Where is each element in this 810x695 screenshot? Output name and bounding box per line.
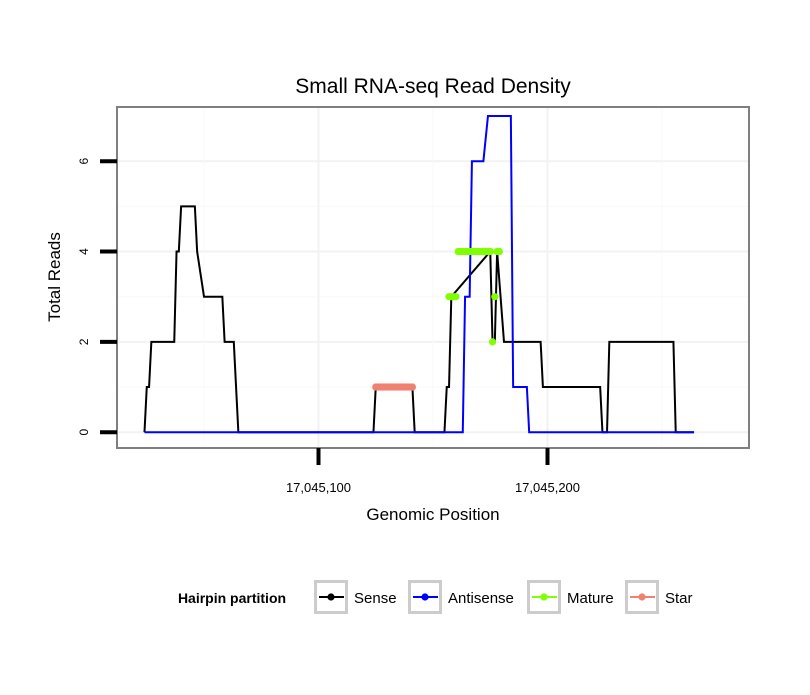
y-tick-label: 0 xyxy=(77,429,91,436)
legend-label: Star xyxy=(665,590,693,607)
data-point-mature xyxy=(488,338,497,346)
legend-item-antisense: Antisense xyxy=(408,580,514,614)
legend-key-point xyxy=(421,593,429,601)
axes: 0 2 4 6 17,045,100 17,045,200 xyxy=(77,158,580,495)
data-point-mature xyxy=(486,247,494,256)
legend-item-sense: Sense xyxy=(314,580,397,614)
y-tick-label: 6 xyxy=(77,158,91,165)
series-mature xyxy=(445,247,504,346)
legend-item-mature: Mature xyxy=(527,580,614,614)
x-tick-label: 17,045,200 xyxy=(515,480,580,495)
legend-title: Hairpin partition xyxy=(178,590,286,606)
plot-content xyxy=(143,115,695,434)
legend-label: Sense xyxy=(354,590,397,607)
data-point-mature xyxy=(491,293,499,301)
legend-key-point xyxy=(638,593,646,601)
legend-key-point xyxy=(540,593,548,601)
legend-item-star: Star xyxy=(625,580,693,614)
data-point-star xyxy=(408,383,416,391)
chart-title: Small RNA-seq Read Density xyxy=(295,75,571,98)
data-point-mature xyxy=(452,293,460,301)
data-point-mature xyxy=(495,247,504,256)
series-antisense xyxy=(144,115,695,434)
series-line-antisense xyxy=(144,115,695,434)
plot-panel-border xyxy=(116,106,750,449)
series-star xyxy=(372,383,416,391)
y-tick-label: 2 xyxy=(77,338,91,345)
legend-label: Antisense xyxy=(448,590,514,607)
legend: Hairpin partition Sense Antisense Mature St… xyxy=(178,580,693,614)
x-axis-label: Genomic Position xyxy=(366,505,499,524)
y-tick-label: 4 xyxy=(77,248,91,255)
x-tick-label: 17,045,100 xyxy=(286,480,351,495)
legend-key-point xyxy=(327,593,335,601)
legend-label: Mature xyxy=(567,590,614,607)
y-axis-label: Total Reads xyxy=(45,232,64,322)
